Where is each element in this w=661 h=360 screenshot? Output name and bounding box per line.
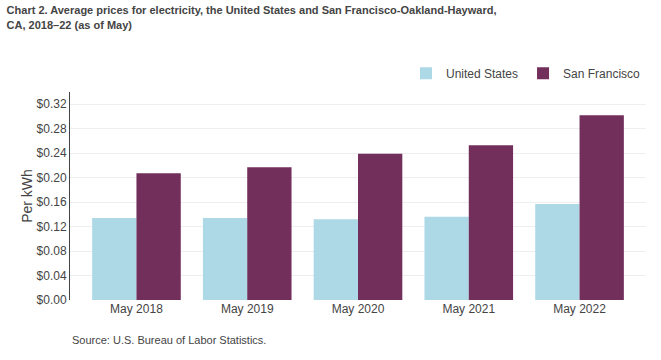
svg-text:$0.24: $0.24 bbox=[37, 146, 67, 160]
svg-text:$0.08: $0.08 bbox=[37, 244, 67, 258]
svg-text:May 2022: May 2022 bbox=[553, 302, 606, 316]
svg-text:San Francisco: San Francisco bbox=[563, 67, 640, 81]
svg-text:Per kWh: Per kWh bbox=[19, 169, 35, 223]
svg-text:$0.04: $0.04 bbox=[37, 269, 67, 283]
svg-text:$0.00: $0.00 bbox=[37, 293, 67, 307]
svg-text:May 2021: May 2021 bbox=[442, 302, 495, 316]
svg-text:May 2020: May 2020 bbox=[332, 302, 385, 316]
svg-text:Source: U.S. Bureau of Labor S: Source: U.S. Bureau of Labor Statistics. bbox=[72, 334, 266, 346]
svg-text:$0.28: $0.28 bbox=[37, 122, 67, 136]
svg-text:Chart 2. Average prices for el: Chart 2. Average prices for electricity,… bbox=[7, 4, 497, 30]
svg-text:$0.12: $0.12 bbox=[37, 220, 67, 234]
svg-text:May 2019: May 2019 bbox=[221, 302, 274, 316]
svg-text:$0.32: $0.32 bbox=[37, 97, 67, 111]
svg-text:May 2018: May 2018 bbox=[110, 302, 163, 316]
svg-text:United States: United States bbox=[446, 67, 518, 81]
svg-text:$0.16: $0.16 bbox=[37, 195, 67, 209]
svg-text:$0.20: $0.20 bbox=[37, 171, 67, 185]
